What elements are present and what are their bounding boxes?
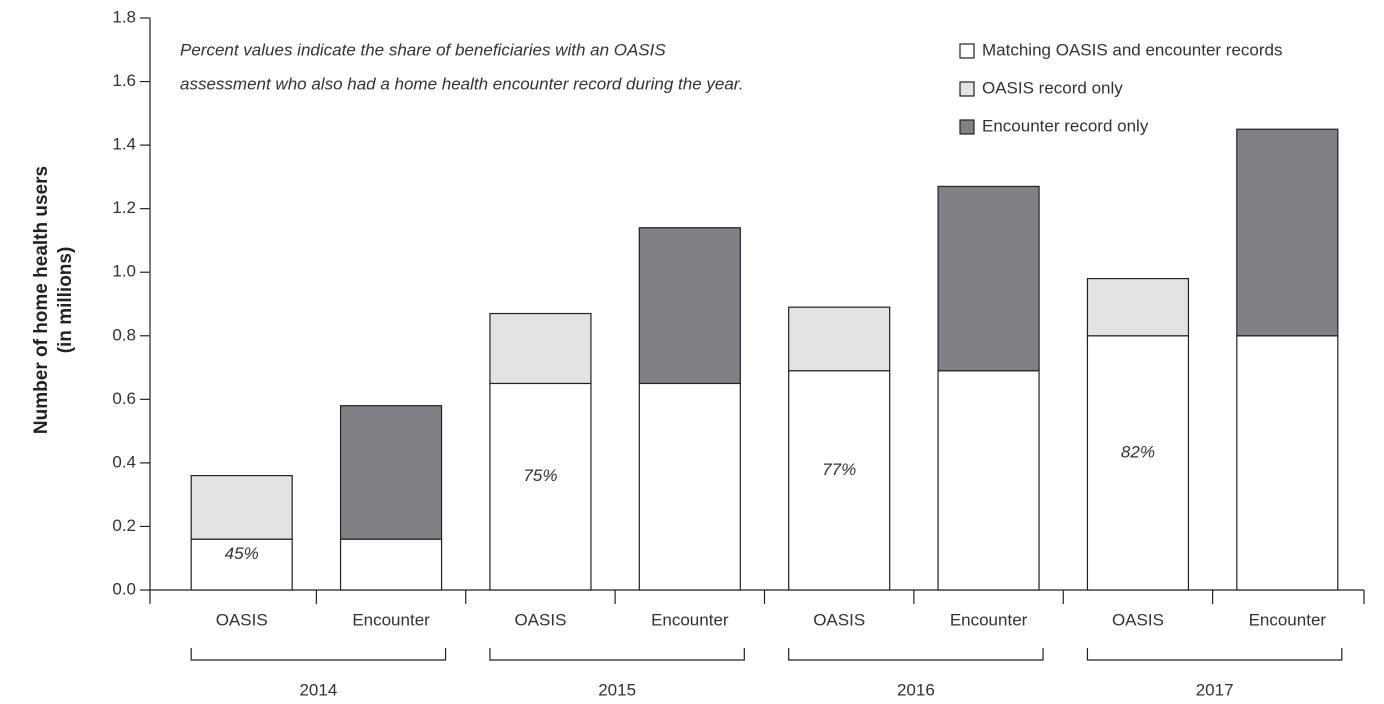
group-label: 2017 — [1196, 680, 1234, 699]
bar-segment — [489, 312, 592, 385]
bar-segment — [190, 475, 293, 540]
legend-label: Encounter record only — [982, 116, 1149, 135]
group-label: 2015 — [598, 680, 636, 699]
bar-segment — [1086, 335, 1190, 591]
bar-segment — [339, 405, 443, 540]
x-tick-label: OASIS — [1112, 610, 1164, 629]
legend-swatch — [959, 43, 975, 59]
bar-segment — [937, 370, 1040, 591]
bar-segment — [788, 306, 891, 372]
percent-label: 75% — [523, 466, 557, 485]
bar-segment — [638, 382, 741, 591]
y-tick-label: 0.8 — [112, 325, 136, 344]
group-bracket — [489, 648, 745, 661]
x-tick-label: OASIS — [813, 610, 865, 629]
bar-segment — [788, 370, 891, 591]
percent-label: 45% — [225, 544, 259, 563]
bar-segment — [190, 538, 293, 591]
x-tick-label: Encounter — [1249, 610, 1327, 629]
x-tick-label: OASIS — [514, 610, 566, 629]
x-tick-label: Encounter — [950, 610, 1028, 629]
y-axis-title: Number of home health users — [31, 166, 52, 434]
bar-segment — [937, 185, 1040, 372]
y-tick-label: 1.4 — [112, 135, 136, 154]
y-tick-label: 0.4 — [112, 452, 136, 471]
bar-segment — [1086, 277, 1190, 337]
note: assessment who also had a home health en… — [180, 74, 744, 93]
y-tick-label: 1.2 — [112, 198, 136, 217]
bar-segment — [638, 227, 741, 385]
legend-label: Matching OASIS and encounter records — [982, 40, 1283, 59]
bar-segment — [339, 538, 443, 591]
y-tick-label: 1.6 — [112, 71, 136, 90]
legend-swatch — [959, 119, 975, 135]
group-bracket — [1086, 648, 1343, 661]
bar-segment — [489, 382, 592, 591]
group-label: 2016 — [897, 680, 935, 699]
x-tick-label: Encounter — [352, 610, 430, 629]
legend-label: OASIS record only — [982, 78, 1123, 97]
y-tick-label: 0.2 — [112, 516, 136, 535]
percent-label: 77% — [822, 460, 856, 479]
y-tick-label: 0.0 — [112, 579, 136, 598]
group-bracket — [788, 648, 1044, 661]
x-tick-label: Encounter — [651, 610, 729, 629]
legend-swatch — [959, 81, 975, 97]
y-tick-label: 1.0 — [112, 262, 136, 281]
y-tick-label: 0.6 — [112, 389, 136, 408]
percent-label: 82% — [1121, 442, 1155, 461]
bar-segment — [1236, 335, 1339, 591]
x-tick-label: OASIS — [216, 610, 268, 629]
group-label: 2014 — [299, 680, 337, 699]
note: Percent values indicate the share of ben… — [180, 40, 666, 59]
group-bracket — [190, 648, 447, 661]
y-tick-label: 1.8 — [112, 7, 136, 26]
y-axis-title: (in millions) — [55, 247, 76, 354]
bar-segment — [1236, 128, 1339, 337]
